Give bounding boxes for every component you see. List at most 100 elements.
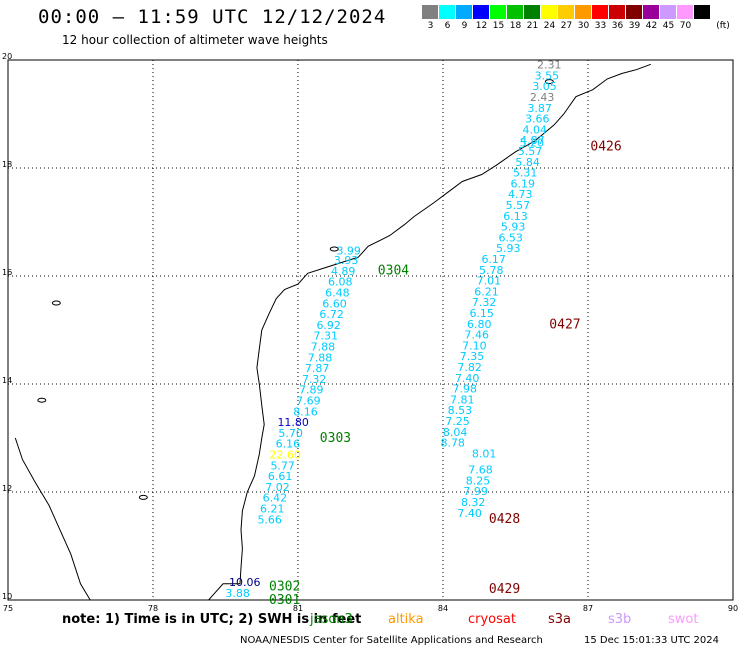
mission-cryosat: cryosat: [468, 612, 516, 627]
legend-label: 30: [577, 21, 590, 31]
swh-value-label: 4.87: [520, 134, 545, 147]
legend-label: 3: [427, 21, 434, 31]
island: [138, 494, 148, 500]
legend-label: 12: [475, 21, 488, 31]
island: [51, 300, 61, 306]
legend-swatch: [558, 5, 575, 19]
swh-value-label: 5.84: [515, 156, 540, 169]
latitude-label: 16: [2, 268, 12, 277]
legend-swatch: [541, 5, 558, 19]
mission-s3a: s3a: [548, 612, 572, 627]
map-title: 00:00 – 11:59 UTC 12/12/2024: [38, 6, 387, 28]
swh-value-label: 6.61: [268, 470, 293, 483]
longitude-label: 87: [583, 604, 593, 613]
island: [37, 397, 47, 403]
swh-value-label: 7.31: [314, 330, 339, 343]
swh-value-label: 8.04: [443, 426, 468, 439]
legend-swatch: [456, 5, 473, 19]
legend-label: 33: [594, 21, 607, 31]
legend-swatch: [473, 5, 490, 19]
legend-label: 9: [461, 21, 468, 31]
swh-value-label: 7.35: [460, 350, 485, 363]
legend-label: 21: [526, 21, 539, 31]
swh-value-label: 7.82: [457, 361, 482, 374]
legend-unit: (ft): [716, 21, 730, 31]
swh-value-label: 7.46: [465, 329, 490, 342]
color-legend-labels: 3 6 9 12 15 18 21 24 27 30 33 36 39 42 45 70 (ft): [422, 21, 735, 31]
swh-value-label: 6.92: [316, 319, 341, 332]
swh-value-label: 3.55: [535, 69, 560, 82]
swh-value-label: 4.89: [331, 265, 356, 278]
longitude-label: 78: [148, 604, 158, 613]
swh-value-label: 3.99: [336, 244, 361, 257]
legend-label: 70: [679, 21, 692, 31]
legend-swatch: [694, 5, 711, 19]
swh-value-label: 5.31: [513, 167, 538, 180]
legend-swatch: [507, 5, 524, 19]
swh-value-label: 6.15: [469, 307, 494, 320]
swh-value-label: 8.16: [293, 405, 318, 418]
swh-value-label: 5.70: [278, 427, 303, 440]
latitude-label: 20: [2, 52, 12, 61]
legend-swatch: [422, 5, 439, 19]
mission-altika: altika: [388, 612, 424, 627]
swh-value-label: 7.87: [305, 362, 330, 375]
legend-swatch: [592, 5, 609, 19]
swh-value-label: 6.21: [260, 503, 285, 516]
swh-value-label: 3.87: [527, 102, 552, 115]
swh-value-label: 6.17: [481, 253, 506, 266]
pass-number-label: 0304: [378, 264, 409, 279]
island: [544, 79, 554, 85]
swh-value-label: 8.78: [440, 437, 465, 450]
map-subtitle: 12 hour collection of altimeter wave hei…: [62, 33, 328, 47]
swh-value-label: 5.20: [520, 136, 545, 149]
swh-value-label: 6.16: [276, 438, 301, 451]
coastline: [208, 63, 651, 601]
pass-number-label: 0426: [590, 139, 621, 154]
swh-value-label: 8.32: [461, 496, 486, 509]
swh-value-label: 3.88: [225, 587, 250, 600]
latitude-label: 10: [2, 592, 12, 601]
swh-value-label: 7.32: [302, 373, 327, 386]
legend-label: 45: [662, 21, 675, 31]
legend-swatch: [575, 5, 592, 19]
legend-swatch: [626, 5, 643, 19]
swh-value-label: 7.40: [457, 507, 482, 520]
legend-swatch: [524, 5, 541, 19]
legend-swatch: [660, 5, 677, 19]
longitude-label: 84: [438, 604, 448, 613]
swh-value-label: 7.88: [308, 351, 333, 364]
island: [329, 246, 339, 252]
swh-value-label: 7.32: [472, 296, 497, 309]
legend-swatch: [609, 5, 626, 19]
longitude-label: 81: [293, 604, 303, 613]
swh-value-label: 10.06: [229, 576, 261, 589]
swh-value-label: 4.73: [508, 188, 533, 201]
swh-value-label: 4.04: [523, 123, 548, 136]
swh-value-label: 6.72: [319, 308, 344, 321]
pass-number-label: 0303: [320, 431, 351, 446]
legend-label: 39: [628, 21, 641, 31]
longitude-label: 90: [728, 604, 738, 613]
legend-label: 24: [543, 21, 556, 31]
legend-swatch: [643, 5, 660, 19]
legend-swatch: [439, 5, 456, 19]
swh-value-label: 7.10: [462, 339, 487, 352]
legend-label: 6: [444, 21, 451, 31]
swh-value-label: 7.81: [450, 393, 475, 406]
swh-value-label: 2.43: [530, 91, 555, 104]
swh-value-label: 6.21: [474, 285, 499, 298]
swh-value-label: 7.99: [463, 485, 488, 498]
swh-value-label: 7.25: [445, 415, 470, 428]
latitude-label: 18: [2, 160, 12, 169]
swh-value-label: 6.53: [498, 231, 523, 244]
western-coastline: [14, 437, 91, 601]
pass-number-label: 0429: [489, 582, 520, 597]
swh-value-label: 6.08: [328, 276, 353, 289]
map-frame: [7, 59, 734, 601]
swh-value-label: 5.77: [270, 459, 295, 472]
swh-value-label: 5.78: [479, 264, 504, 277]
color-legend-bar: [422, 5, 711, 19]
pass-number-label: 0301: [269, 593, 300, 608]
